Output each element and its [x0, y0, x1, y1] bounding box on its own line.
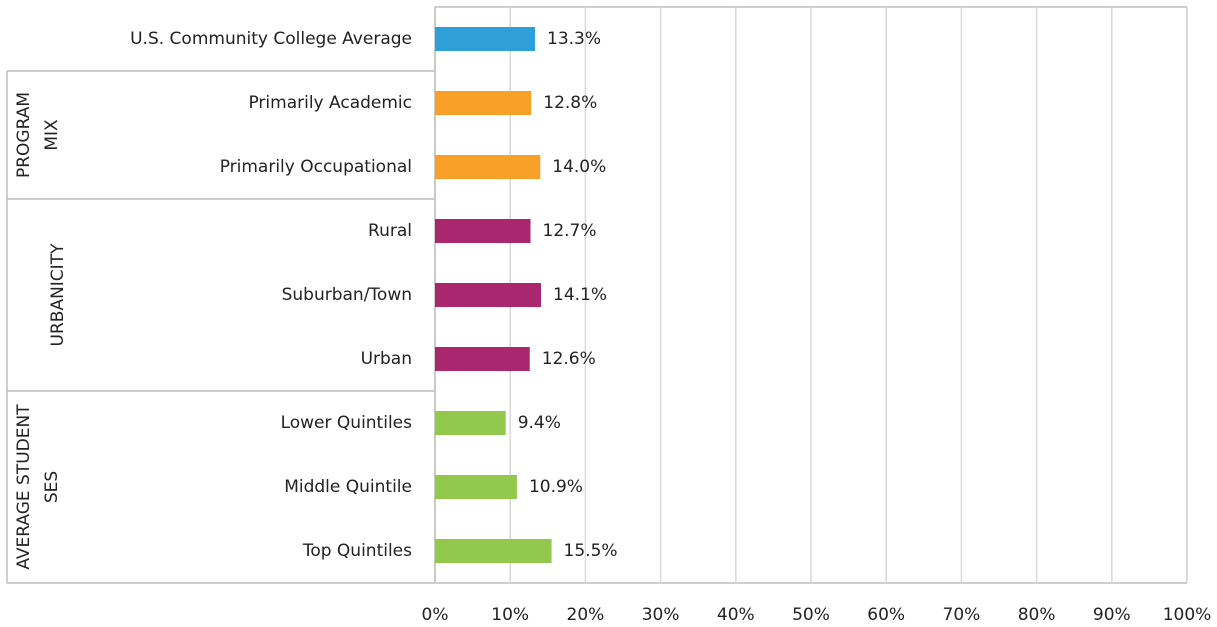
y-tick-label: U.S. Community College Average — [130, 29, 412, 49]
bar — [435, 283, 542, 307]
x-tick-label: 30% — [642, 605, 680, 625]
y-tick-label: Primarily Occupational — [220, 157, 412, 177]
data-label: 14.1% — [553, 285, 607, 305]
group-label: AVERAGE STUDENT — [14, 404, 34, 570]
y-tick-label: Suburban/Town — [282, 285, 412, 305]
bar — [435, 219, 531, 243]
data-label: 12.8% — [543, 93, 597, 113]
group-label: MIX — [42, 119, 62, 151]
x-tick-label: 90% — [1093, 605, 1131, 625]
bar — [435, 475, 517, 499]
data-label: 12.6% — [542, 349, 596, 369]
y-tick-label: Primarily Academic — [248, 93, 412, 113]
group-label: URBANICITY — [48, 243, 68, 347]
y-tick-label: Top Quintiles — [302, 541, 412, 561]
x-tick-label: 80% — [1018, 605, 1056, 625]
group-label: SES — [42, 471, 62, 503]
bar — [435, 411, 506, 435]
x-tick-label: 60% — [867, 605, 905, 625]
bar — [435, 155, 541, 179]
x-tick-label: 40% — [717, 605, 755, 625]
data-label: 12.7% — [543, 221, 597, 241]
bar — [435, 91, 532, 115]
y-tick-label: Middle Quintile — [284, 477, 412, 497]
data-label: 14.0% — [552, 157, 606, 177]
x-tick-label: 20% — [567, 605, 605, 625]
bar — [435, 27, 536, 51]
x-tick-label: 100% — [1163, 605, 1212, 625]
x-tick-label: 10% — [491, 605, 529, 625]
bar — [435, 347, 530, 371]
group-label: PROGRAM — [14, 92, 34, 178]
bar — [435, 539, 552, 563]
y-tick-label: Lower Quintiles — [281, 413, 413, 433]
data-label: 9.4% — [518, 413, 561, 433]
data-label: 10.9% — [529, 477, 583, 497]
x-tick-label: 50% — [792, 605, 830, 625]
y-tick-label: Rural — [368, 221, 412, 241]
y-tick-label: Urban — [361, 349, 412, 369]
x-tick-label: 70% — [943, 605, 981, 625]
x-tick-label: 0% — [422, 605, 449, 625]
data-label: 15.5% — [564, 541, 618, 561]
data-label: 13.3% — [547, 29, 601, 49]
